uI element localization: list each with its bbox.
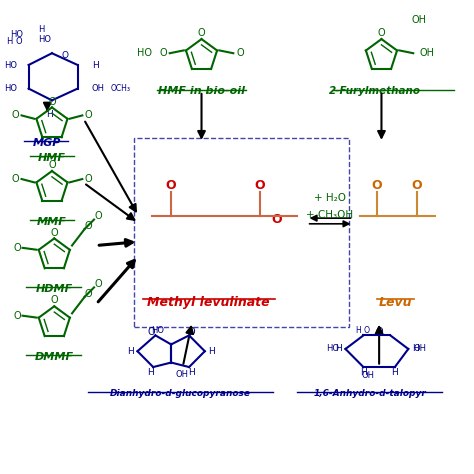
Text: O: O: [255, 179, 265, 191]
Text: O: O: [159, 48, 167, 58]
Text: H: H: [392, 367, 398, 376]
Text: O: O: [13, 243, 21, 253]
Text: H: H: [411, 345, 419, 354]
Text: O: O: [84, 110, 92, 120]
Text: OH: OH: [414, 345, 427, 354]
Text: O: O: [271, 213, 282, 226]
Text: O: O: [48, 160, 56, 170]
Text: HO: HO: [326, 345, 339, 354]
Text: O: O: [372, 179, 382, 191]
Text: H: H: [188, 367, 195, 376]
Text: H O: H O: [7, 37, 22, 46]
Text: OH: OH: [361, 371, 374, 380]
Text: O: O: [84, 174, 92, 184]
Text: HO: HO: [151, 327, 164, 336]
Text: O: O: [84, 221, 92, 231]
Text: Dianhydro-d-glucopyranose: Dianhydro-d-glucopyranose: [110, 389, 251, 398]
Text: O: O: [62, 51, 69, 60]
Text: O: O: [95, 211, 102, 221]
Text: O: O: [12, 174, 19, 184]
Text: + H₂O: + H₂O: [314, 193, 346, 203]
Text: HO: HO: [137, 48, 153, 58]
Text: O: O: [84, 289, 92, 299]
Text: H: H: [208, 346, 215, 356]
Text: MGP: MGP: [33, 138, 62, 148]
Text: O: O: [48, 97, 56, 107]
Text: OCH₃: OCH₃: [110, 84, 130, 93]
Text: O: O: [13, 310, 21, 321]
Text: H: H: [147, 367, 155, 376]
Text: OH: OH: [420, 48, 435, 58]
Text: O: O: [375, 327, 383, 337]
Text: O: O: [198, 28, 205, 38]
Text: HO: HO: [4, 84, 17, 93]
Text: Levu: Levu: [379, 296, 412, 309]
Text: OH: OH: [412, 15, 427, 25]
Text: HO: HO: [38, 35, 52, 44]
Text: HMF in bio-oil: HMF in bio-oil: [158, 86, 245, 96]
Text: OH: OH: [91, 84, 105, 93]
Text: Methyl levulinate: Methyl levulinate: [147, 296, 270, 309]
Text: O: O: [147, 327, 155, 337]
Text: H: H: [128, 346, 134, 356]
Text: O: O: [411, 179, 422, 191]
Text: O: O: [95, 279, 102, 289]
Text: H O: H O: [356, 327, 370, 336]
Text: H: H: [336, 345, 342, 354]
Text: HDMF: HDMF: [36, 284, 73, 294]
Text: H: H: [360, 367, 367, 376]
Text: O: O: [188, 327, 195, 337]
Text: O: O: [236, 48, 244, 58]
Text: O: O: [12, 110, 19, 120]
Text: + CH₃OH: + CH₃OH: [307, 210, 354, 219]
Text: H: H: [46, 110, 53, 119]
Text: O: O: [166, 179, 176, 191]
Text: 1,6-Anhydro-d-talopyr: 1,6-Anhydro-d-talopyr: [313, 389, 426, 398]
Text: OH: OH: [176, 371, 189, 380]
Text: O: O: [50, 295, 58, 305]
Text: H: H: [91, 61, 99, 70]
Text: HO: HO: [4, 61, 17, 70]
Text: 2-Furylmethano: 2-Furylmethano: [328, 86, 420, 96]
Text: O: O: [50, 228, 58, 237]
Text: H: H: [38, 25, 44, 34]
Text: DMMF: DMMF: [35, 352, 74, 362]
Text: MMF: MMF: [37, 217, 67, 227]
Text: HO: HO: [10, 30, 23, 39]
Text: HMF: HMF: [38, 153, 66, 163]
Text: O: O: [378, 28, 385, 38]
